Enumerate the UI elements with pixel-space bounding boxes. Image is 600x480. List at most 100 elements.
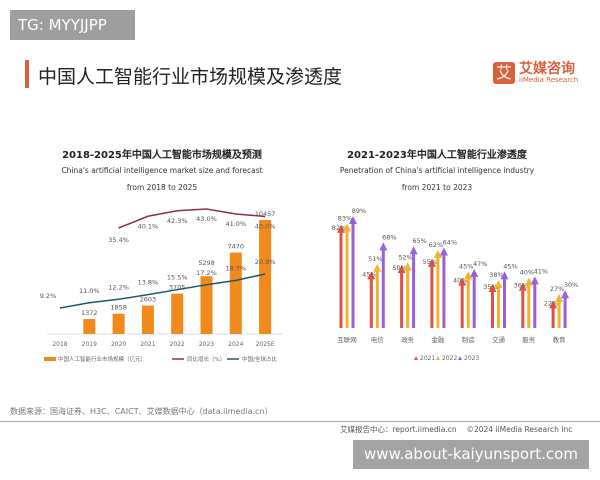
arrow-bar-2023 xyxy=(563,296,567,328)
arrow-head-2022 xyxy=(343,223,351,232)
growth-line xyxy=(118,208,266,229)
legend-swatch-2021 xyxy=(414,356,418,360)
arrow-head-2022 xyxy=(373,263,382,272)
growth-label: 43.0% xyxy=(196,215,217,223)
chart-panel: 2018-2025年中国人工智能市场规模及预测 China's artificia… xyxy=(22,110,590,400)
arrow-head-2023 xyxy=(561,290,570,299)
bar-value-label: 5298 xyxy=(198,259,215,267)
x-tick-label: 2021 xyxy=(140,341,155,348)
x-tick-label: 电信 xyxy=(371,335,385,344)
arrow-bar-2022 xyxy=(345,229,349,328)
x-tick-label: 2024 xyxy=(228,341,243,348)
value-label: 65% xyxy=(412,237,426,245)
charts-svg: 2018-2025年中国人工智能市场规模及预测 China's artificia… xyxy=(40,148,579,363)
share-label: 17.2% xyxy=(196,269,217,277)
arrow-bar-2023 xyxy=(442,253,446,328)
growth-label: 35.4% xyxy=(108,236,129,244)
logo-mark: 艾 xyxy=(493,62,515,84)
x-tick-label: 金融 xyxy=(431,335,445,344)
bar-market-size xyxy=(112,313,125,334)
right-chart-subtitle-2: from 2021 to 2023 xyxy=(402,183,473,192)
value-label: 22% xyxy=(544,299,558,307)
value-label: 68% xyxy=(382,233,396,241)
legend-label: 中国/全球占比 xyxy=(242,355,277,363)
arrow-head-2023 xyxy=(349,216,357,224)
bar-market-size xyxy=(200,276,213,334)
share-label: 15.5% xyxy=(167,274,188,282)
bar-value-label: 10457 xyxy=(255,210,276,218)
bar-value-label: 2603 xyxy=(140,296,157,304)
bar-market-size xyxy=(259,220,272,334)
right-chart-title: 2021-2023年中国人工智能行业渗透度 xyxy=(347,148,528,161)
arrow-bar-2022 xyxy=(436,255,440,328)
x-tick-label: 交通 xyxy=(492,335,506,344)
value-label: 55% xyxy=(423,258,437,266)
bar-value-label: 1372 xyxy=(81,309,98,317)
legend-label: 2021 xyxy=(420,355,435,362)
growth-label: 40.1% xyxy=(138,222,159,230)
arrow-bar-2023 xyxy=(351,222,355,328)
arrow-head-2022 xyxy=(433,249,442,258)
share-label: 9.2% xyxy=(40,292,57,300)
arrow-head-2023 xyxy=(470,268,479,277)
right-chart-subtitle: Penetration of China's artificial intell… xyxy=(340,166,535,175)
watermark-bottom: www.about-kaiyunsport.com xyxy=(353,440,589,469)
value-label: 82% xyxy=(332,224,346,232)
arrow-bar-2021 xyxy=(551,306,555,328)
arrow-bar-2021 xyxy=(339,230,343,328)
x-tick-label: 2022 xyxy=(170,341,185,348)
arrow-bar-2021 xyxy=(521,288,525,328)
legend-label: 2023 xyxy=(464,355,479,362)
x-tick-label: 互联网 xyxy=(337,335,357,344)
value-label: 62% xyxy=(429,241,443,249)
arrow-bar-2023 xyxy=(412,252,416,328)
value-label: 45% xyxy=(362,270,376,278)
share-line xyxy=(59,273,266,309)
arrow-bar-2021 xyxy=(460,283,464,328)
arrow-bar-2022 xyxy=(406,268,410,328)
page-title: 中国人工智能行业市场规模及渗透度 xyxy=(38,66,343,88)
bar-market-size xyxy=(229,252,242,334)
arrow-bar-2021 xyxy=(369,277,373,328)
arrow-bar-2023 xyxy=(503,277,506,328)
arrow-head-2021 xyxy=(337,224,345,233)
x-tick-label: 2018 xyxy=(52,341,67,348)
legend-swatch-2023 xyxy=(458,356,462,360)
growth-label: 42.3% xyxy=(167,217,188,225)
value-label: 50% xyxy=(392,264,406,272)
report-credit: 艾媒报告中心：report.iimedia.cn ©2024 iiMedia R… xyxy=(340,425,573,434)
share-label: 12.2% xyxy=(108,283,129,291)
watermark-top: TG: MYYJJPP xyxy=(10,10,135,40)
value-label: 27% xyxy=(550,285,564,293)
left-chart-title: 2018-2025年中国人工智能市场规模及预测 xyxy=(62,148,262,161)
arrow-head-2022 xyxy=(555,294,564,303)
logo-cn: 艾媒咨询 xyxy=(519,61,575,77)
legend-swatch-bar xyxy=(44,357,56,361)
arrow-bar-2022 xyxy=(557,300,561,328)
value-label: 35% xyxy=(483,283,497,291)
arrow-head-2023 xyxy=(530,276,539,285)
data-source: 数据来源：国海证券、H3C、CAICT、艾媒数据中心（data.iimedia.… xyxy=(10,407,273,416)
arrow-head-2021 xyxy=(427,258,436,267)
bar-value-label: 1858 xyxy=(110,304,127,312)
value-label: 36% xyxy=(514,282,528,290)
value-label: 30% xyxy=(564,281,578,289)
arrow-head-2022 xyxy=(464,271,473,280)
share-label: 11.0% xyxy=(79,287,100,295)
arrow-head-2022 xyxy=(494,280,503,289)
x-tick-label: 2019 xyxy=(82,341,97,348)
value-label: 41% xyxy=(534,267,548,275)
share-label: 20.9% xyxy=(255,258,276,266)
arrow-head-2023 xyxy=(500,271,509,280)
arrow-head-2021 xyxy=(549,300,558,309)
bar-value-label: 3705 xyxy=(169,284,186,292)
arrow-bar-2023 xyxy=(472,274,476,328)
arrow-head-2022 xyxy=(524,277,533,286)
arrow-bar-2023 xyxy=(381,248,385,328)
value-label: 51% xyxy=(368,255,382,263)
value-label: 45% xyxy=(503,262,517,270)
legend-label: 中国人工智能行业市场规模（亿元） xyxy=(58,355,146,363)
logo: 艾 艾媒咨询 iiMedia Research xyxy=(493,62,578,84)
value-label: 83% xyxy=(338,215,352,223)
arrow-head-2021 xyxy=(488,283,497,292)
